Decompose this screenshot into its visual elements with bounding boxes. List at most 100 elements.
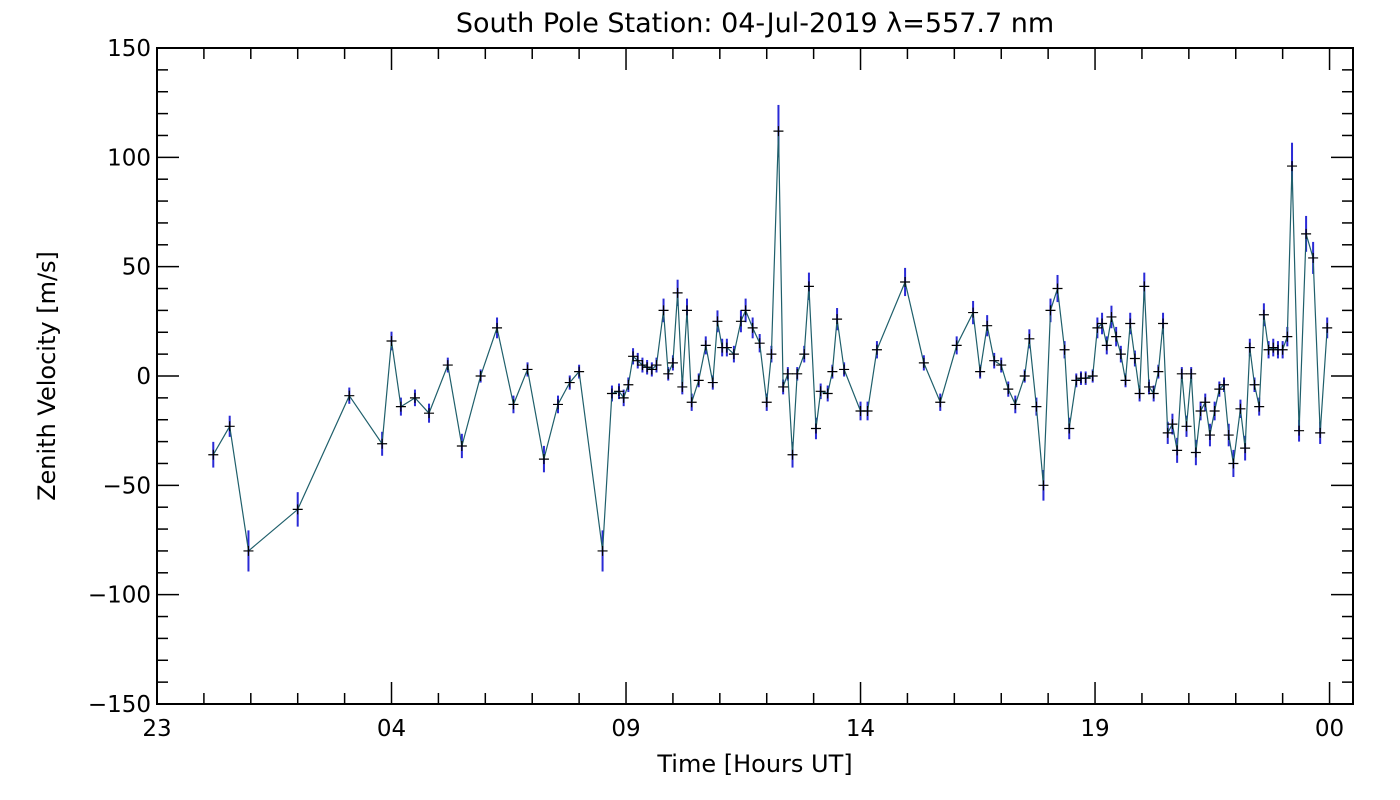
data-point (1263, 344, 1274, 355)
data-point (1209, 405, 1220, 416)
data-point (1214, 384, 1225, 395)
error-bars (212, 104, 1329, 572)
data-point (712, 316, 723, 327)
data-point (613, 386, 624, 397)
data-point (1139, 281, 1150, 292)
data-point (386, 336, 397, 347)
data-point (1294, 425, 1305, 436)
data-point (740, 305, 751, 316)
data-point (1322, 322, 1333, 333)
data-point (1134, 388, 1145, 399)
data-point (1228, 458, 1239, 469)
data-point (623, 379, 634, 390)
x-axis: 23 04 09 14 19 00 (142, 48, 1344, 742)
data-point (1158, 318, 1169, 329)
data-point (982, 320, 993, 331)
data-point (1186, 368, 1197, 379)
data-point (832, 314, 843, 325)
data-point (651, 360, 662, 371)
y-axis: 150 100 50 0 −50 −100 −150 (88, 36, 1353, 718)
data-point (1087, 371, 1098, 381)
data-point (1101, 340, 1112, 351)
data-point (538, 454, 549, 465)
data-point (975, 366, 986, 377)
data-point (803, 281, 814, 292)
data-point (1024, 333, 1035, 344)
data-point (778, 381, 789, 392)
data-point (935, 397, 946, 408)
data-point (827, 366, 838, 377)
plot-frame (156, 47, 1354, 705)
x-tick-label: 04 (377, 716, 406, 742)
data-point (822, 388, 833, 399)
data-point (1167, 419, 1178, 430)
data-point (1254, 401, 1265, 412)
data-point (989, 355, 1000, 366)
data-point (839, 364, 850, 375)
data-series (208, 104, 1333, 572)
data-point (658, 305, 669, 316)
data-point (646, 364, 657, 375)
data-point (1019, 371, 1030, 381)
data-point (475, 371, 486, 381)
data-point (508, 399, 519, 410)
data-point (766, 349, 777, 360)
data-point (574, 366, 585, 377)
data-point (1162, 427, 1173, 438)
data-point (761, 397, 772, 408)
data-point (900, 276, 911, 287)
data-point (628, 351, 639, 362)
data-point (1153, 366, 1164, 377)
data-point (787, 449, 798, 460)
data-point (1282, 331, 1293, 342)
data-point (522, 364, 533, 375)
data-point (1092, 322, 1103, 333)
data-point (1148, 388, 1159, 399)
data-point (1190, 447, 1201, 458)
data-point (564, 377, 575, 388)
data-point (1031, 401, 1042, 412)
data-point (344, 390, 355, 401)
data-point (1181, 421, 1192, 432)
x-axis-label: Time [Hours UT] (656, 750, 852, 778)
data-point (1129, 353, 1140, 364)
data-point (1244, 342, 1255, 353)
data-point (1223, 430, 1234, 441)
data-point (1038, 480, 1049, 491)
data-point (1315, 427, 1326, 438)
data-point (862, 405, 873, 416)
data-point (1064, 423, 1075, 434)
x-tick-label: 14 (846, 716, 875, 742)
data-point (951, 340, 962, 351)
data-point (700, 340, 711, 351)
data-point (728, 349, 739, 360)
data-point (1200, 397, 1211, 408)
data-point (1115, 349, 1126, 360)
data-point (1052, 283, 1063, 294)
data-point (1204, 430, 1215, 441)
y-tick-label: 150 (107, 36, 151, 62)
data-point (968, 307, 979, 318)
data-point (1143, 381, 1154, 392)
x-tick-label: 19 (1080, 716, 1109, 742)
data-point (442, 360, 453, 371)
data-point (810, 423, 821, 434)
data-point (1308, 252, 1319, 263)
data-point (1277, 344, 1288, 355)
data-point (693, 375, 704, 386)
data-point (632, 355, 643, 366)
data-point (1235, 403, 1246, 414)
data-markers (208, 126, 1333, 556)
data-point (1219, 379, 1230, 390)
data-point (1249, 379, 1260, 390)
x-tick-label: 23 (142, 716, 171, 742)
data-point (224, 421, 235, 432)
data-point (1172, 445, 1183, 456)
data-point (553, 399, 564, 410)
data-point (377, 438, 388, 449)
data-point (1195, 405, 1206, 416)
y-tick-label: −150 (88, 692, 151, 718)
y-tick-label: −50 (102, 473, 151, 499)
data-point (1287, 161, 1298, 172)
